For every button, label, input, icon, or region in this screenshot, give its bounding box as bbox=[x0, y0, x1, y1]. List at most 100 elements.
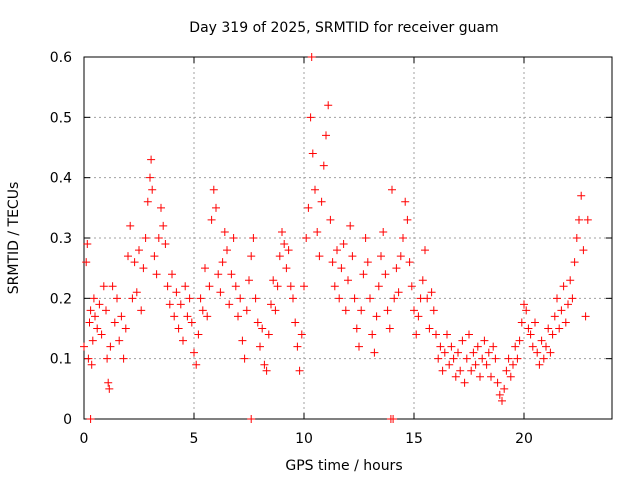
data-point bbox=[500, 384, 509, 393]
data-point bbox=[269, 276, 278, 285]
data-point bbox=[286, 282, 295, 291]
data-point bbox=[128, 294, 137, 303]
x-axis: 0 5 10 15 20 bbox=[80, 57, 533, 447]
data-point bbox=[209, 185, 218, 194]
data-point bbox=[348, 252, 357, 261]
data-point bbox=[238, 336, 247, 345]
data-point bbox=[436, 342, 445, 351]
data-point bbox=[526, 330, 535, 339]
data-point bbox=[130, 258, 139, 267]
data-point bbox=[537, 336, 546, 345]
data-point bbox=[113, 294, 121, 303]
data-point bbox=[564, 300, 572, 309]
data-point bbox=[121, 324, 130, 333]
data-point bbox=[379, 227, 388, 236]
data-point bbox=[89, 294, 98, 303]
data-point bbox=[544, 324, 553, 333]
data-point bbox=[344, 276, 352, 285]
data-point bbox=[181, 282, 190, 291]
data-point bbox=[491, 354, 500, 363]
data-point bbox=[449, 354, 458, 363]
data-point bbox=[139, 264, 148, 273]
data-point bbox=[304, 203, 313, 212]
data-point bbox=[264, 330, 273, 339]
data-point bbox=[236, 294, 245, 303]
data-point bbox=[99, 282, 108, 291]
data-point bbox=[159, 221, 168, 230]
data-point bbox=[308, 149, 317, 158]
data-point bbox=[456, 366, 465, 375]
data-point bbox=[460, 378, 469, 387]
data-point bbox=[172, 288, 181, 297]
data-point bbox=[548, 330, 557, 339]
y-axis: 0 0.1 0.2 0.3 0.4 0.5 0.6 bbox=[50, 50, 612, 428]
data-point bbox=[381, 270, 390, 279]
data-point bbox=[372, 312, 381, 321]
data-point bbox=[531, 318, 539, 327]
x-tick-label: 0 bbox=[80, 431, 89, 447]
data-point bbox=[429, 306, 438, 315]
data-point bbox=[249, 234, 258, 242]
y-axis-label: SRMTID / TECUs bbox=[6, 182, 22, 295]
data-point bbox=[106, 342, 115, 351]
data-point bbox=[115, 336, 124, 345]
data-point bbox=[575, 215, 583, 224]
data-point bbox=[183, 312, 192, 321]
data-point bbox=[407, 282, 416, 291]
data-point bbox=[535, 360, 544, 369]
data-point bbox=[141, 234, 150, 242]
data-point bbox=[83, 240, 92, 249]
data-point bbox=[386, 415, 395, 423]
data-point bbox=[201, 264, 209, 273]
data-point bbox=[117, 312, 126, 321]
data-point bbox=[546, 348, 555, 357]
data-point bbox=[86, 306, 95, 315]
data-point bbox=[432, 330, 440, 339]
data-point bbox=[473, 342, 482, 351]
grid-lines bbox=[84, 57, 612, 419]
data-point bbox=[445, 360, 454, 369]
data-point bbox=[260, 360, 269, 369]
data-point bbox=[414, 312, 423, 321]
data-point bbox=[196, 294, 205, 303]
data-point bbox=[262, 366, 271, 375]
data-point bbox=[234, 312, 242, 321]
data-point bbox=[443, 330, 451, 339]
data-point bbox=[489, 342, 498, 351]
data-point bbox=[498, 396, 506, 405]
data-point bbox=[229, 234, 238, 242]
data-point bbox=[438, 366, 447, 375]
data-point bbox=[352, 324, 361, 333]
data-point bbox=[337, 264, 346, 273]
data-point bbox=[187, 318, 196, 327]
data-point bbox=[339, 240, 348, 249]
data-point bbox=[295, 366, 304, 375]
data-point bbox=[335, 294, 344, 303]
data-point bbox=[258, 324, 267, 333]
data-point bbox=[147, 155, 156, 164]
data-point bbox=[212, 203, 220, 212]
data-point bbox=[572, 234, 581, 242]
data-point bbox=[509, 360, 517, 369]
data-point bbox=[108, 282, 117, 291]
data-point bbox=[333, 246, 341, 255]
data-point bbox=[124, 252, 132, 261]
data-point bbox=[185, 294, 194, 303]
data-point bbox=[418, 276, 427, 285]
data-points bbox=[80, 53, 592, 423]
data-point bbox=[478, 354, 487, 363]
data-point bbox=[394, 288, 403, 297]
data-point bbox=[84, 354, 93, 363]
data-point bbox=[566, 276, 575, 285]
data-point bbox=[357, 306, 366, 315]
data-point bbox=[454, 348, 462, 357]
data-point bbox=[392, 264, 401, 273]
data-point bbox=[137, 306, 146, 315]
data-point bbox=[377, 252, 385, 261]
data-point bbox=[495, 390, 504, 399]
data-point bbox=[410, 306, 418, 315]
data-point bbox=[322, 131, 330, 140]
data-point bbox=[192, 360, 201, 369]
x-axis-label: GPS time / hours bbox=[285, 458, 402, 474]
data-point bbox=[583, 215, 592, 224]
